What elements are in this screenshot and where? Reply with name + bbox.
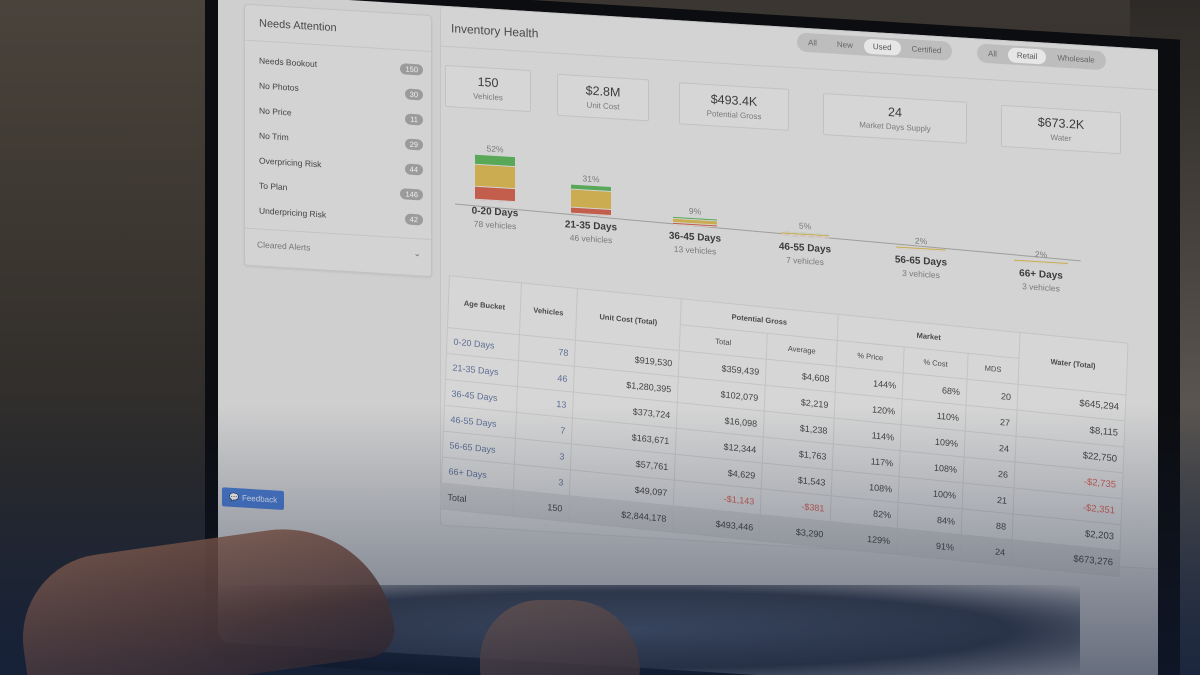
bar-56-65-days[interactable]: 2% 56-65 Days 3 vehicles: [871, 233, 971, 282]
bar-segment-bad: [571, 207, 611, 217]
alert-label: No Price: [259, 105, 292, 118]
col-vehicles[interactable]: Vehicles: [519, 282, 578, 341]
alert-label: No Photos: [259, 80, 299, 93]
bar-segment-warning: [475, 164, 515, 190]
filter-new[interactable]: New: [836, 39, 853, 50]
filter-all[interactable]: All: [808, 38, 817, 48]
kpi-unit-cost: $2.8M Unit Cost: [557, 73, 649, 122]
stacked-bar: [781, 231, 829, 239]
inventory-table-wrapper: Age Bucket Vehicles Unit Cost (Total) Po…: [439, 275, 1129, 578]
bar-21-35-days[interactable]: 31% 21-35 Days 46 vehicles: [541, 171, 641, 247]
alert-label: Needs Bookout: [259, 55, 318, 69]
stacked-bar: [673, 216, 717, 228]
filter-used[interactable]: Used: [863, 38, 901, 56]
stacked-bar: [896, 246, 946, 252]
bar-percent: 2%: [1034, 248, 1048, 260]
alert-list: Needs Bookout 150 No Photos 30 No Price …: [245, 41, 431, 239]
speech-bubble-icon: 💬: [229, 492, 239, 503]
kpi-water: $673.2K Water: [1001, 104, 1121, 155]
feedback-label: Feedback: [241, 493, 278, 505]
kpi-value: $2.8M: [585, 83, 621, 100]
total-pg-average: $3,290: [759, 514, 831, 548]
kpi-potential-gross: $493.4K Potential Gross: [679, 82, 789, 131]
channel-filter: All Retail Wholesale: [977, 43, 1106, 71]
stacked-bar: [475, 154, 515, 203]
filter-channel-all[interactable]: All: [988, 49, 997, 59]
bar-36-45-days[interactable]: 9% 36-45 Days 13 vehicles: [645, 203, 745, 258]
count-badge: 30: [404, 88, 423, 101]
total-mds: 24: [960, 534, 1013, 566]
total-vehicles: 150: [512, 490, 570, 522]
count-badge: 11: [405, 113, 423, 126]
inventory-health-card: Inventory Health All New Used Certified …: [439, 5, 1158, 578]
count-badge: 150: [400, 63, 423, 76]
cleared-alerts-label: Cleared Alerts: [257, 238, 311, 253]
count-badge: 42: [404, 213, 423, 226]
inventory-table: Age Bucket Vehicles Unit Cost (Total) Po…: [439, 275, 1129, 578]
bar-segment-warning: [896, 246, 946, 252]
bar-segment-bad: [475, 186, 515, 203]
filter-retail[interactable]: Retail: [1007, 47, 1047, 65]
alert-label: Underpricing Risk: [259, 205, 327, 220]
page-title: Inventory Health: [451, 21, 539, 41]
count-badge: 29: [404, 138, 423, 151]
bar-percent: 52%: [486, 143, 504, 155]
bar-percent: 31%: [582, 173, 600, 185]
bar-0-20-days[interactable]: 52% 0-20 Days 78 vehicles: [445, 141, 545, 233]
bar-percent: 2%: [914, 235, 928, 247]
alert-label: Overpricing Risk: [259, 155, 322, 169]
chevron-down-icon: ⌄: [413, 247, 421, 259]
kpi-market-days-supply: 24 Market Days Supply: [823, 93, 967, 144]
kpi-value: 150: [477, 74, 499, 91]
count-badge: 146: [400, 188, 423, 201]
feedback-button[interactable]: 💬 Feedback: [222, 487, 285, 511]
col-age-bucket[interactable]: Age Bucket: [447, 275, 522, 335]
bar-46-55-days[interactable]: 5% 46-55 Days 7 vehicles: [755, 218, 855, 269]
needs-attention-panel: Needs Attention Needs Bookout 150 No Pho…: [244, 3, 432, 278]
bar-percent: 5%: [798, 220, 812, 232]
count-badge: 44: [404, 163, 423, 176]
filter-certified[interactable]: Certified: [911, 44, 942, 56]
stacked-bar: [571, 184, 611, 217]
alert-label: To Plan: [259, 180, 288, 192]
kpi-label: Unit Cost: [586, 100, 620, 112]
total-pct-price: 129%: [829, 521, 898, 555]
kpi-vehicles: 150 Vehicles: [445, 64, 531, 113]
alert-label: No Trim: [259, 130, 289, 142]
filter-wholesale[interactable]: Wholesale: [1057, 53, 1095, 65]
bar-percent: 9%: [688, 205, 702, 217]
condition-filter: All New Used Certified: [797, 32, 953, 61]
total-pct-cost: 91%: [896, 528, 962, 561]
kpi-label: Vehicles: [473, 91, 503, 103]
bar-66-plus-days[interactable]: 2% 66+ Days 3 vehicles: [991, 246, 1091, 295]
